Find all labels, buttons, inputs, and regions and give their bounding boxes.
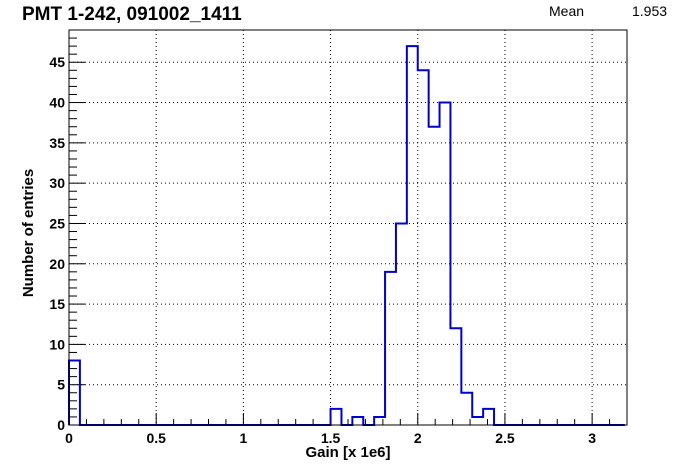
y-tick-label: 20 xyxy=(49,256,65,272)
x-tick-label: 2 xyxy=(414,430,422,446)
grid-lines xyxy=(69,30,627,425)
y-tick-label: 30 xyxy=(49,175,65,191)
x-tick-label: 1.5 xyxy=(321,430,341,446)
chart-title: PMT 1-242, 091002_1411 xyxy=(22,4,242,25)
y-axis-label: Number of entries xyxy=(20,169,37,297)
y-tick-label: 40 xyxy=(49,95,65,111)
x-tick-label: 0.5 xyxy=(146,430,166,446)
y-tick-label: 45 xyxy=(49,54,65,70)
y-tick-label: 25 xyxy=(49,215,65,231)
plot-frame xyxy=(68,29,628,426)
y-tick-label: 15 xyxy=(49,296,65,312)
x-axis-label: Gain [x 1e6] xyxy=(305,444,390,461)
y-tick-label: 35 xyxy=(49,135,65,151)
stats-mean-label: Mean xyxy=(549,3,585,19)
y-tick-label: 5 xyxy=(57,377,65,393)
axis-ticks xyxy=(68,37,611,426)
x-tick-label: 1 xyxy=(239,430,247,446)
y-tick-label: 0 xyxy=(57,417,65,433)
x-tick-label: 2.5 xyxy=(495,430,515,446)
y-tick-label: 10 xyxy=(49,336,65,352)
x-tick-label: 0 xyxy=(65,430,73,446)
x-tick-label: 3 xyxy=(588,430,596,446)
stats-mean-value: 1.953 xyxy=(632,3,668,19)
